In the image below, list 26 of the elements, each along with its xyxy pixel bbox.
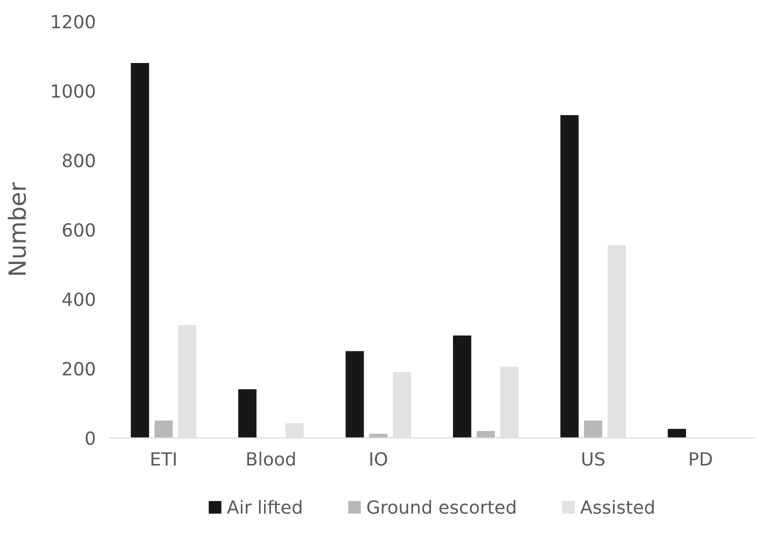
y-tick-label: 200	[62, 362, 95, 376]
y-tick-label: 0	[86, 431, 95, 445]
bar	[476, 430, 495, 438]
bar	[130, 63, 150, 438]
x-tick-label: PD	[690, 452, 712, 466]
x-tick-label: ETI	[151, 452, 176, 466]
legend-label: Air lifted	[226, 500, 302, 514]
bar	[369, 434, 388, 438]
x-tick-label: Blood	[247, 452, 295, 466]
legend-label: Ground escorted	[367, 500, 516, 514]
x-tick-label: IO	[370, 452, 388, 466]
bar	[584, 420, 602, 438]
bar	[453, 335, 472, 438]
bar	[154, 420, 173, 438]
bar	[668, 428, 686, 438]
y-tick-label: 800	[62, 154, 95, 168]
y-tick-label: 600	[62, 223, 95, 237]
legend-label: Assisted	[580, 500, 654, 514]
y-axis-title: Number	[8, 182, 26, 275]
y-tick-label: 400	[62, 292, 95, 306]
bar	[560, 115, 579, 438]
bar	[346, 351, 364, 438]
x-tick-label: US	[582, 452, 604, 466]
y-tick-label: 1200	[52, 14, 95, 28]
y-tick-label: 1000	[52, 84, 95, 98]
bar	[238, 389, 256, 438]
